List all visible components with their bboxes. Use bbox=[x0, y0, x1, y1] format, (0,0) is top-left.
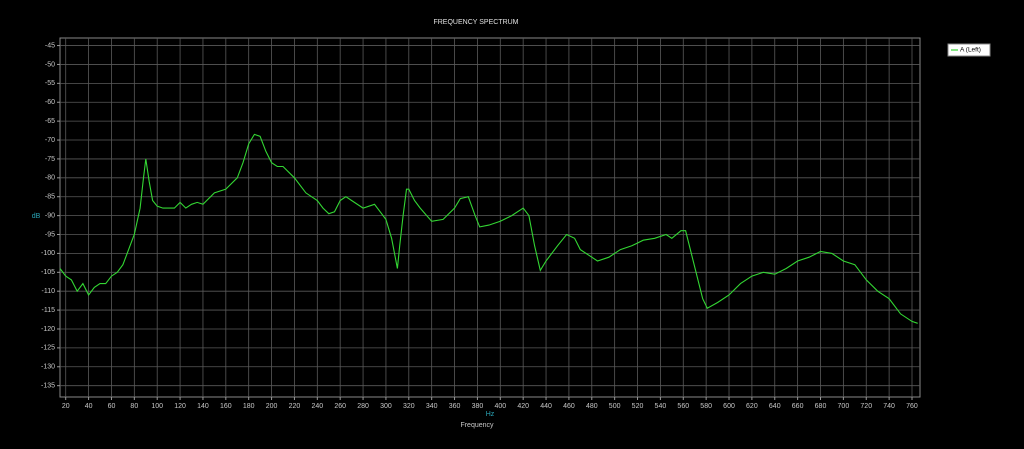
x-tick-label: 400 bbox=[494, 403, 506, 410]
x-tick-label: 180 bbox=[243, 403, 255, 410]
plot-area bbox=[59, 37, 921, 398]
x-tick-label: 220 bbox=[289, 403, 301, 410]
x-tick-label: 620 bbox=[746, 403, 758, 410]
y-tick-label: -130 bbox=[41, 364, 55, 371]
x-tick-label: 660 bbox=[792, 403, 804, 410]
x-tick-label: 560 bbox=[677, 403, 689, 410]
x-tick-label: 460 bbox=[563, 403, 575, 410]
y-tick-label: -115 bbox=[42, 307, 56, 314]
x-tick-label: 80 bbox=[130, 403, 138, 410]
x-tick-label: 440 bbox=[540, 403, 552, 410]
y-axis-unit: dB bbox=[32, 213, 41, 220]
x-tick-label: 600 bbox=[723, 403, 735, 410]
y-tick-label: -95 bbox=[45, 231, 55, 238]
x-tick-label: 340 bbox=[426, 403, 438, 410]
x-tick-label: 360 bbox=[449, 403, 461, 410]
x-tick-label: 260 bbox=[334, 403, 346, 410]
x-tick-label: 140 bbox=[197, 403, 209, 410]
x-tick-label: 280 bbox=[357, 403, 369, 410]
x-axis-unit: Hz bbox=[486, 411, 495, 418]
x-tick-label: 100 bbox=[151, 403, 163, 410]
x-tick-label: 720 bbox=[860, 403, 872, 410]
y-tick-label: -90 bbox=[45, 212, 55, 219]
x-tick-label: 580 bbox=[700, 403, 712, 410]
y-tick-label: -125 bbox=[41, 345, 55, 352]
y-tick-label: -110 bbox=[42, 288, 56, 295]
x-tick-label: 20 bbox=[62, 403, 70, 410]
x-tick-label: 40 bbox=[85, 403, 93, 410]
x-tick-label: 680 bbox=[815, 403, 827, 410]
x-tick-label: 300 bbox=[380, 403, 392, 410]
legend-label: A (Left) bbox=[960, 47, 981, 54]
x-tick-label: 740 bbox=[883, 403, 895, 410]
x-tick-label: 480 bbox=[586, 403, 598, 410]
y-tick-label: -60 bbox=[45, 99, 55, 106]
x-tick-label: 200 bbox=[266, 403, 278, 410]
y-tick-label: -85 bbox=[45, 194, 55, 201]
y-tick-label: -50 bbox=[45, 61, 55, 68]
y-tick-label: -135 bbox=[41, 383, 55, 390]
x-tick-label: 520 bbox=[632, 403, 644, 410]
y-tick-label: -105 bbox=[41, 269, 55, 276]
x-tick-label: 240 bbox=[311, 403, 323, 410]
x-tick-label: 760 bbox=[906, 403, 918, 410]
x-axis-title: Frequency bbox=[460, 422, 494, 429]
y-tick-label: -80 bbox=[45, 175, 55, 182]
y-tick-label: -70 bbox=[45, 137, 55, 144]
y-tick-label: -45 bbox=[45, 42, 55, 49]
x-tick-label: 160 bbox=[220, 403, 232, 410]
data-line bbox=[59, 133, 918, 324]
x-tick-label: 380 bbox=[472, 403, 484, 410]
x-tick-label: 320 bbox=[403, 403, 415, 410]
y-tick-label: -120 bbox=[41, 326, 55, 333]
x-tick-label: 500 bbox=[609, 403, 621, 410]
y-tick-label: -65 bbox=[45, 118, 55, 125]
x-tick-label: 60 bbox=[108, 403, 116, 410]
legend: A (Left) bbox=[947, 43, 991, 57]
x-tick-label: 420 bbox=[517, 403, 529, 410]
chart-title: FREQUENCY SPECTRUM bbox=[433, 19, 518, 26]
x-tick-label: 640 bbox=[769, 403, 781, 410]
x-tick-label: 120 bbox=[174, 403, 186, 410]
y-tick-label: -75 bbox=[45, 156, 55, 163]
legend-box bbox=[947, 43, 991, 57]
x-tick-label: 700 bbox=[838, 403, 850, 410]
x-tick-label: 540 bbox=[655, 403, 667, 410]
y-tick-label: -55 bbox=[45, 80, 55, 87]
y-tick-label: -100 bbox=[41, 250, 55, 257]
